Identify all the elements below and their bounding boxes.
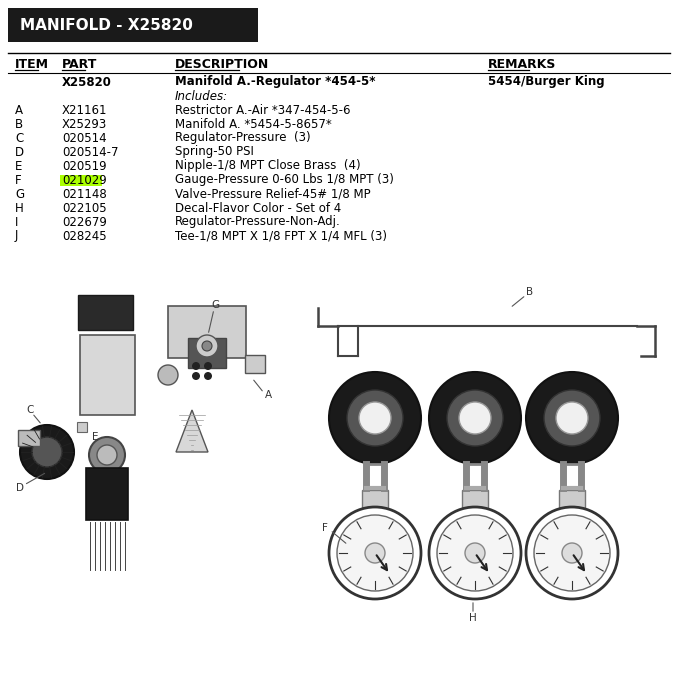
Text: I: I <box>15 215 18 229</box>
FancyBboxPatch shape <box>362 490 388 508</box>
Text: X21161: X21161 <box>62 104 108 116</box>
FancyBboxPatch shape <box>245 355 265 373</box>
Circle shape <box>196 335 218 357</box>
Circle shape <box>459 402 491 434</box>
Circle shape <box>20 425 74 479</box>
Text: Spring-50 PSI: Spring-50 PSI <box>175 146 254 159</box>
Circle shape <box>526 507 618 599</box>
FancyBboxPatch shape <box>168 306 246 358</box>
Text: E: E <box>15 159 22 172</box>
FancyBboxPatch shape <box>559 490 585 508</box>
Text: 5454/Burger King: 5454/Burger King <box>488 76 605 89</box>
Text: 022679: 022679 <box>62 215 107 229</box>
Text: PART: PART <box>62 59 98 72</box>
Text: B: B <box>526 287 534 297</box>
Text: F: F <box>15 174 22 187</box>
Text: Regulator-Pressure  (3): Regulator-Pressure (3) <box>175 131 311 144</box>
Text: J: J <box>15 229 18 242</box>
Text: Nipple-1/8 MPT Close Brass  (4): Nipple-1/8 MPT Close Brass (4) <box>175 159 361 172</box>
Circle shape <box>329 507 421 599</box>
Circle shape <box>192 372 200 380</box>
Text: D: D <box>15 146 24 159</box>
Text: 021029: 021029 <box>62 174 106 187</box>
Text: C: C <box>26 405 34 415</box>
Circle shape <box>202 341 212 351</box>
Text: D: D <box>16 483 24 493</box>
FancyBboxPatch shape <box>462 490 488 508</box>
FancyBboxPatch shape <box>60 175 102 186</box>
FancyBboxPatch shape <box>77 422 87 432</box>
Text: Tee-1/8 MPT X 1/8 FPT X 1/4 MFL (3): Tee-1/8 MPT X 1/8 FPT X 1/4 MFL (3) <box>175 229 387 242</box>
Polygon shape <box>88 368 122 405</box>
Text: Regulator-Pressure-Non-Adj.: Regulator-Pressure-Non-Adj. <box>175 215 341 229</box>
Circle shape <box>32 437 62 467</box>
Circle shape <box>465 543 485 563</box>
Text: H: H <box>15 202 24 215</box>
Circle shape <box>347 390 403 446</box>
Circle shape <box>204 362 212 370</box>
Text: A: A <box>264 390 272 400</box>
Text: Decal-Flavor Color - Set of 4: Decal-Flavor Color - Set of 4 <box>175 202 341 215</box>
Circle shape <box>437 515 513 591</box>
Text: MANIFOLD - X25820: MANIFOLD - X25820 <box>20 18 193 33</box>
Text: G: G <box>211 300 219 310</box>
Text: 028245: 028245 <box>62 229 106 242</box>
Text: H: H <box>469 613 477 623</box>
Circle shape <box>534 515 610 591</box>
Circle shape <box>429 507 521 599</box>
Circle shape <box>544 390 600 446</box>
Text: 020519: 020519 <box>62 159 106 172</box>
Circle shape <box>562 543 582 563</box>
Text: C: C <box>15 131 23 144</box>
FancyBboxPatch shape <box>188 338 226 368</box>
Text: DESCRIPTION: DESCRIPTION <box>175 59 269 72</box>
Text: Restrictor A.-Air *347-454-5-6: Restrictor A.-Air *347-454-5-6 <box>175 104 351 116</box>
Text: 020514-7: 020514-7 <box>62 146 119 159</box>
Text: Manifold A. *5454-5-8657*: Manifold A. *5454-5-8657* <box>175 118 332 131</box>
Text: Gauge-Pressure 0-60 Lbs 1/8 MPT (3): Gauge-Pressure 0-60 Lbs 1/8 MPT (3) <box>175 174 394 187</box>
Text: F: F <box>322 523 328 533</box>
Text: Manifold A.-Regulator *454-5*: Manifold A.-Regulator *454-5* <box>175 76 376 89</box>
Circle shape <box>429 372 521 464</box>
Circle shape <box>337 515 413 591</box>
Circle shape <box>526 372 618 464</box>
Text: 022105: 022105 <box>62 202 106 215</box>
Text: G: G <box>15 187 24 200</box>
Text: Includes:: Includes: <box>175 89 228 103</box>
Text: A: A <box>15 104 23 116</box>
Text: B: B <box>15 118 23 131</box>
Circle shape <box>359 402 391 434</box>
Circle shape <box>192 362 200 370</box>
Text: Valve-Pressure Relief-45# 1/8 MP: Valve-Pressure Relief-45# 1/8 MP <box>175 187 371 200</box>
Circle shape <box>447 390 503 446</box>
FancyBboxPatch shape <box>80 335 135 415</box>
Text: ITEM: ITEM <box>15 59 49 72</box>
Text: X25293: X25293 <box>62 118 107 131</box>
Text: 021148: 021148 <box>62 187 106 200</box>
Text: 020514: 020514 <box>62 131 106 144</box>
FancyBboxPatch shape <box>8 8 258 42</box>
Circle shape <box>365 543 385 563</box>
Circle shape <box>329 372 421 464</box>
Circle shape <box>89 437 125 473</box>
Circle shape <box>556 402 588 434</box>
Circle shape <box>158 365 178 385</box>
FancyBboxPatch shape <box>18 430 40 446</box>
Text: X25820: X25820 <box>62 76 112 89</box>
FancyBboxPatch shape <box>86 468 128 520</box>
Circle shape <box>204 372 212 380</box>
Polygon shape <box>176 410 208 452</box>
FancyBboxPatch shape <box>78 295 133 330</box>
Text: E: E <box>92 432 98 442</box>
Circle shape <box>97 445 117 465</box>
FancyBboxPatch shape <box>98 474 116 496</box>
Text: REMARKS: REMARKS <box>488 59 557 72</box>
